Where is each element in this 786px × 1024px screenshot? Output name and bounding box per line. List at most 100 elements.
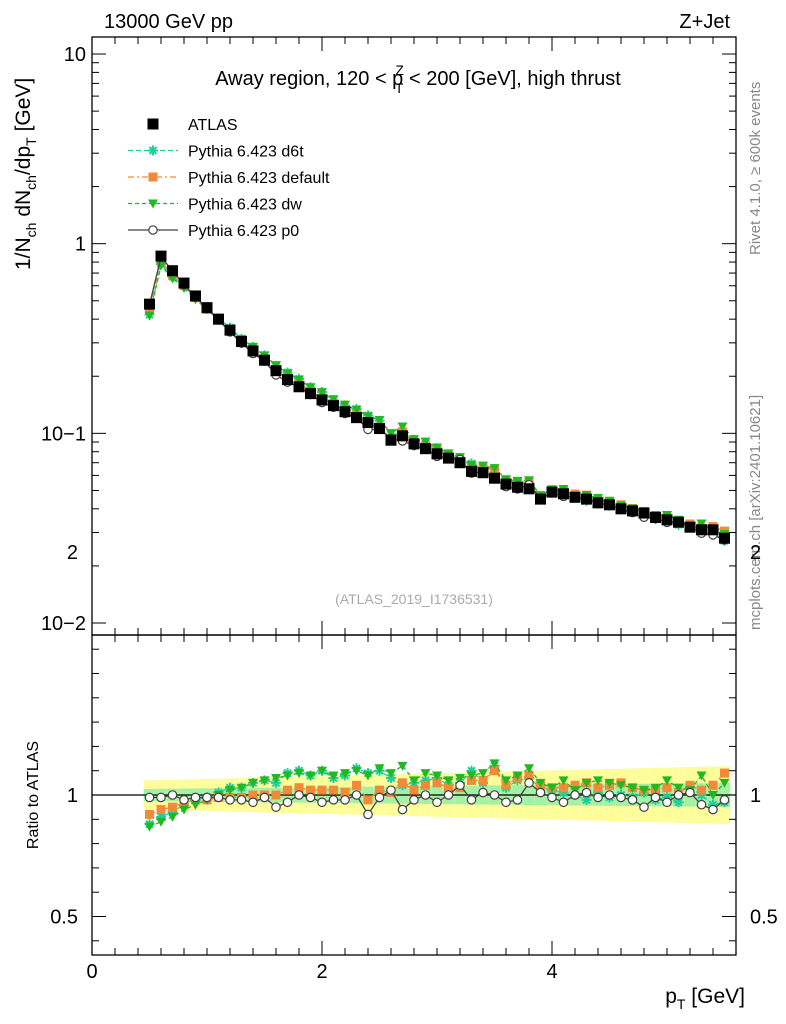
ratio-panel: 0.5 0.5 1 1 2 2 bbox=[50, 542, 778, 956]
y-tick-label: 1 bbox=[75, 234, 86, 256]
pythia-6-423-p0-ratio-point bbox=[351, 790, 362, 800]
pythia-6-423-p0-ratio-point bbox=[271, 802, 281, 812]
pythia-6-423-p0-ratio-point bbox=[340, 795, 350, 805]
legend-marker bbox=[148, 172, 158, 182]
atlas-point bbox=[385, 434, 397, 446]
pythia-6-423-p0-ratio-point bbox=[156, 792, 166, 803]
legend-label: Pythia 6.423 d6t bbox=[188, 144, 304, 161]
pythia-6-423-p0-ratio-point bbox=[202, 792, 212, 803]
energy-label: 13000 GeV pp bbox=[104, 11, 233, 33]
legend-label: Pythia 6.423 p0 bbox=[188, 223, 299, 240]
pythia-6-423-dw-point bbox=[282, 369, 293, 379]
pythia-6-423-d6t-line bbox=[148, 262, 725, 542]
pythia-6-423-dw-ratio-point bbox=[363, 771, 373, 781]
pythia-6-423-dw-ratio-point bbox=[317, 766, 327, 776]
pythia-6-423-default-ratio-point bbox=[294, 783, 304, 793]
pythia-6-423-d6t-ratio-point bbox=[593, 787, 603, 798]
process-label: Z+Jet bbox=[679, 11, 730, 33]
pythia-6-423-dw-ratio-point bbox=[179, 805, 189, 815]
atlas-point bbox=[466, 465, 477, 477]
pythia-6-423-p0-ratio-point bbox=[581, 787, 592, 798]
pythia-6-423-d6t-ratio-point bbox=[708, 799, 718, 810]
pythia-6-423-dw-ratio-point bbox=[374, 764, 385, 774]
pythia-6-423-dw-ratio-point bbox=[662, 776, 672, 786]
ratio-x-ticks bbox=[91, 635, 737, 955]
atlas-point bbox=[500, 478, 512, 490]
pythia-6-423-dw-ratio-point bbox=[144, 822, 155, 832]
atlas-point bbox=[673, 516, 684, 528]
pythia-6-423-default-ratio-point bbox=[421, 780, 430, 790]
pythia-6-423-dw-ratio-point bbox=[639, 786, 649, 796]
atlas-point bbox=[362, 417, 374, 429]
atlas-point bbox=[190, 290, 201, 302]
ratio-series-group bbox=[144, 759, 730, 832]
pythia-6-423-p0-ratio-point bbox=[363, 809, 373, 820]
pythia-6-423-dw-point bbox=[167, 274, 178, 284]
pythia-6-423-dw-ratio-point bbox=[719, 778, 730, 788]
pythia-6-423-dw-ratio-point bbox=[443, 776, 454, 786]
y-tick-label: 10 bbox=[64, 44, 86, 66]
pythia-6-423-dw-point bbox=[144, 311, 155, 321]
pythia-6-423-p0-ratio-point bbox=[409, 795, 419, 805]
pythia-6-423-default-ratio-point bbox=[168, 802, 177, 812]
atlas-point bbox=[477, 467, 489, 479]
atlas-point bbox=[512, 481, 523, 493]
atlas-point bbox=[328, 400, 339, 412]
pythia-6-423-d6t-ratio-point bbox=[558, 787, 569, 798]
atlas-point bbox=[592, 497, 604, 509]
pythia-6-423-dw-ratio-point bbox=[190, 800, 201, 810]
pythia-6-423-d6t-ratio-point bbox=[466, 765, 477, 776]
pythia-6-423-dw-ratio-point bbox=[650, 783, 661, 793]
atlas-point bbox=[523, 483, 535, 495]
pythia-6-423-dw-ratio-point bbox=[466, 771, 477, 781]
pythia-6-423-p0-ratio-point bbox=[328, 795, 339, 805]
atlas-point bbox=[569, 491, 581, 503]
pythia-6-423-p0-ratio-point bbox=[386, 785, 396, 795]
atlas-point bbox=[259, 354, 270, 366]
pythia-6-423-dw-point bbox=[420, 437, 431, 447]
pythia-6-423-p0-ratio-point bbox=[501, 797, 511, 808]
atlas-point bbox=[374, 423, 385, 435]
pythia-6-423-dw-point bbox=[328, 395, 339, 405]
pythia-6-423-default-ratio-point bbox=[685, 780, 695, 790]
pythia-6-423-p0-ratio-point bbox=[593, 792, 603, 803]
pythia-6-423-dw-ratio-point bbox=[225, 786, 235, 796]
atlas-point bbox=[719, 532, 730, 544]
legend-marker bbox=[148, 199, 158, 209]
pythia-6-423-default-ratio-point bbox=[317, 785, 327, 795]
pythia-6-423-p0-ratio-point bbox=[248, 797, 258, 808]
atlas-point bbox=[339, 406, 351, 418]
pythia-6-423-default-ratio-point bbox=[271, 790, 281, 800]
pythia-6-423-dw-ratio-point bbox=[535, 778, 546, 788]
pythia-6-423-dw-point bbox=[478, 461, 488, 471]
pythia-6-423-dw-point bbox=[156, 261, 166, 271]
atlas-point bbox=[351, 412, 362, 424]
pythia-6-423-dw-point bbox=[374, 415, 385, 425]
pythia-6-423-default-ratio-point bbox=[432, 778, 442, 788]
y-tick-label: 10−2 bbox=[41, 613, 86, 635]
main-x-ticks bbox=[91, 37, 737, 635]
pythia-6-423-p0-ratio-point bbox=[282, 797, 293, 808]
pythia-6-423-d6t-ratio-point bbox=[581, 794, 592, 805]
pythia-6-423-default-ratio-point bbox=[570, 780, 580, 790]
pythia-6-423-dw-ratio-point bbox=[305, 771, 316, 781]
pythia-6-423-dw-ratio-point bbox=[167, 812, 178, 822]
atlas-point bbox=[604, 499, 615, 511]
pythia-6-423-default-line bbox=[148, 259, 725, 532]
pythia-6-423-p0-ratio-point bbox=[190, 792, 201, 803]
pythia-6-423-p0-ratio-point bbox=[466, 795, 477, 805]
pythia-6-423-p0-ratio-point bbox=[179, 795, 189, 805]
pythia-6-423-dw-point bbox=[512, 476, 523, 486]
ratio-y-ticks: 0.5 0.5 1 1 2 2 bbox=[50, 542, 778, 942]
pythia-6-423-dw-ratio-point bbox=[282, 771, 293, 781]
pythia-6-423-p0-ratio-point bbox=[662, 797, 672, 808]
pythia-6-423-default-ratio-point bbox=[156, 805, 166, 815]
pythia-6-423-dw-ratio-point bbox=[593, 776, 603, 786]
pythia-6-423-p0-ratio-point bbox=[317, 797, 327, 808]
pythia-6-423-p0-ratio-point bbox=[696, 799, 707, 810]
pythia-6-423-p0-ratio-point bbox=[236, 795, 247, 805]
pythia-6-423-p0-ratio-point bbox=[225, 795, 235, 805]
atlas-point bbox=[684, 521, 696, 533]
atlas-point bbox=[696, 524, 707, 536]
atlas-point bbox=[201, 302, 213, 314]
